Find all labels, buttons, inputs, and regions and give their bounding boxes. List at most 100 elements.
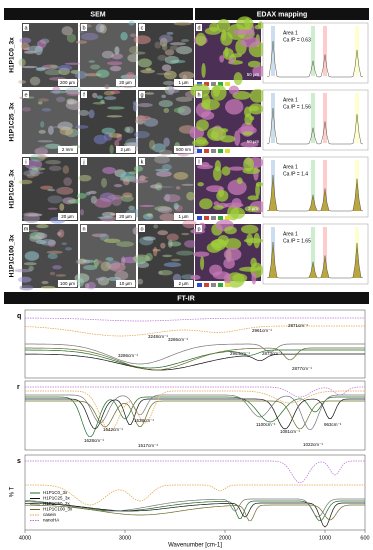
sem-texture: [21, 107, 32, 112]
x-axis-label: Wavenumber [cm-1]: [168, 543, 222, 549]
sem-texture: [17, 276, 32, 283]
ftir-trace: [25, 390, 365, 432]
scale-box: [58, 213, 77, 220]
sem-texture: [17, 80, 27, 84]
area-label: Area 1: [283, 97, 298, 103]
panel-letter: d: [197, 25, 200, 31]
sem-texture: [59, 203, 65, 211]
edax-blob: [190, 274, 201, 280]
sem-texture: [88, 60, 95, 63]
panel-letter: f: [83, 92, 85, 98]
sem-texture: [24, 251, 40, 261]
sem-texture: [66, 33, 77, 43]
sem-texture: [44, 69, 62, 76]
edax-blob: [190, 83, 210, 98]
sem-texture: [50, 90, 68, 94]
sem-texture: [18, 58, 26, 67]
sem-texture: [140, 69, 155, 74]
sem-texture: [14, 268, 33, 273]
scale-box: [58, 280, 77, 287]
panel-letter: h: [197, 92, 200, 98]
ratio-label: Ca /P = 0.63: [283, 37, 311, 43]
edax-blob: [239, 266, 259, 272]
sem-texture: [134, 130, 150, 139]
sem-texture: [47, 253, 58, 260]
sem-texture: [173, 21, 192, 26]
panel-letter: g: [140, 92, 143, 98]
scale-label: 1 µm: [178, 214, 188, 219]
sem-texture: [161, 164, 172, 171]
sem-texture: [61, 26, 73, 36]
panel-letter: q: [17, 313, 21, 320]
edax-spectrum: [262, 89, 369, 151]
panel-letter: j: [82, 159, 84, 165]
edax-blob: [201, 111, 215, 120]
edax-blob: [240, 224, 259, 234]
peak-annotation: 1517cm⁻¹: [138, 443, 158, 448]
edax-blob: [207, 126, 227, 142]
edax-blob: [200, 256, 205, 271]
sem-texture: [56, 96, 66, 103]
sem-texture: [137, 58, 152, 68]
sem-texture: [181, 183, 195, 186]
sem-texture: [137, 278, 144, 285]
x-tick-label: 600: [360, 535, 369, 541]
spectrum-trace: [266, 174, 364, 212]
ratio-label: Ca /P = 1.56: [283, 104, 311, 110]
panel-letter: s: [17, 458, 21, 465]
element-swatch: [204, 82, 209, 86]
sem-texture: [26, 45, 44, 53]
sem-texture: [169, 45, 179, 51]
edax-blob: [244, 17, 251, 30]
edax-blob: [193, 251, 210, 257]
sem-texture: [131, 179, 149, 184]
sem-texture: [180, 39, 190, 43]
ftir-trace: [25, 400, 365, 430]
scale-label: 50 µm: [247, 139, 260, 144]
legend-label: H1P1C0_3x: [43, 490, 68, 495]
area-label: Area 1: [283, 30, 298, 36]
sem-texture: [160, 242, 166, 249]
sem-texture: [123, 142, 139, 148]
sem-texture: [64, 62, 82, 65]
sem-texture: [124, 126, 130, 133]
sem-texture: [132, 227, 139, 235]
peak-annotation: 3248cm⁻¹: [148, 334, 168, 339]
letter-box: [23, 24, 29, 31]
peak-annotation: 2877cm⁻¹: [292, 366, 312, 371]
ftir-trace: [25, 484, 365, 506]
sem-texture: [90, 64, 101, 70]
row-label: H1P1C25_3x: [9, 102, 16, 141]
header-text: FT-IR: [177, 295, 195, 302]
sem-texture: [88, 109, 95, 119]
letter-box: [23, 225, 29, 232]
edax-blob: [221, 166, 231, 176]
sem-texture: [108, 133, 122, 138]
sem-texture: [45, 160, 62, 165]
sem-texture: [161, 64, 172, 72]
sem-texture: [100, 261, 112, 272]
sem-texture: [152, 143, 166, 153]
sem-texture: [171, 258, 181, 262]
sem-texture: [29, 76, 41, 86]
sem-texture: [130, 33, 136, 38]
element-swatch: [225, 216, 230, 220]
sem-texture: [44, 143, 61, 149]
element-swatch: [204, 149, 209, 153]
scale-label: 2 mm: [62, 147, 74, 152]
sem-texture: [111, 196, 122, 207]
element-swatch: [211, 149, 216, 153]
sem-texture: [38, 98, 50, 102]
sem-texture: [175, 186, 181, 190]
ftir-trace: [24, 317, 365, 322]
letter-box: [196, 24, 202, 31]
edax-blob: [214, 160, 222, 172]
element-swatch: [218, 149, 223, 153]
sem-texture: [154, 155, 170, 164]
spectrum-band: [355, 93, 359, 143]
letter-box: [139, 91, 145, 98]
scale-label: 20 µm: [61, 214, 74, 219]
edax-blob: [224, 226, 237, 235]
edax-blob: [247, 60, 261, 68]
scale-box: [174, 79, 193, 86]
